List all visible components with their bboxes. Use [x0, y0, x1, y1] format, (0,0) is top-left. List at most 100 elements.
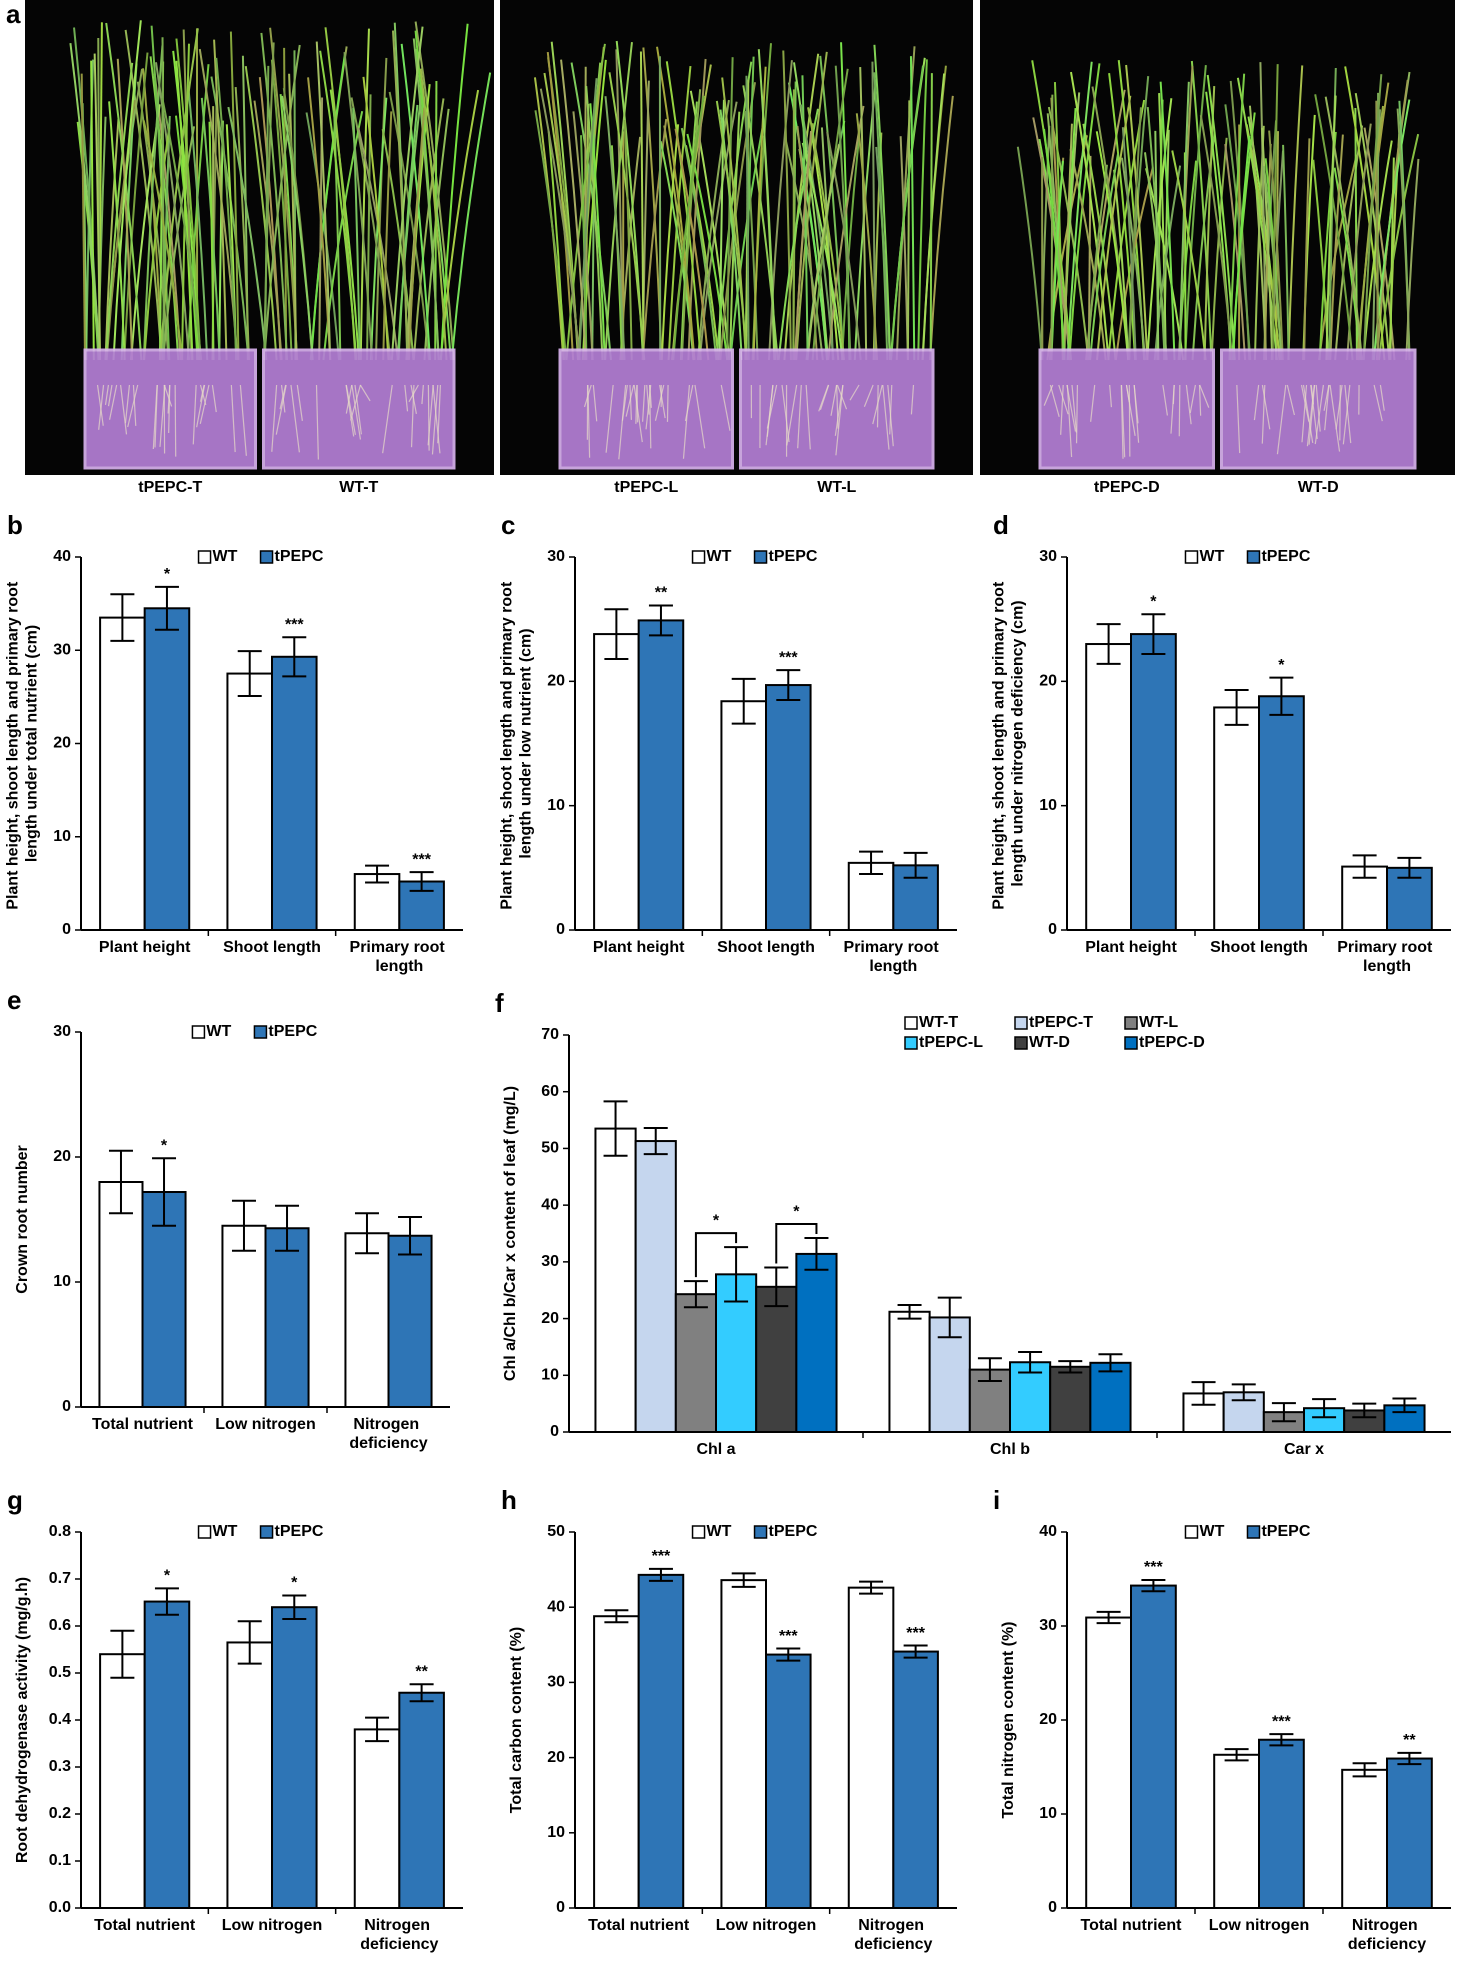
x-tick-label: Total nutrient [94, 1917, 196, 1934]
leaf [1206, 74, 1236, 361]
y-axis-label: Total nitrogen content (%) [1000, 1621, 1017, 1818]
significance-label: *** [412, 851, 431, 868]
significance-label: * [164, 1568, 171, 1585]
bar [1130, 633, 1177, 931]
leaf [359, 28, 370, 361]
root [127, 384, 139, 428]
legend-swatch [753, 550, 768, 564]
legend-swatch [1124, 1016, 1138, 1030]
bar [594, 1127, 637, 1434]
significance-label: *** [779, 649, 798, 666]
bar [226, 672, 273, 931]
x-tick-label: Nitrogen deficiency [1348, 1917, 1426, 1953]
root [290, 384, 300, 453]
legend-label: tPEPC [1261, 548, 1310, 565]
root [781, 384, 790, 443]
leaf [757, 49, 777, 361]
leaf [1263, 143, 1272, 361]
root [1125, 384, 1130, 402]
leaf [423, 108, 450, 361]
bar [847, 1586, 895, 1909]
root [797, 384, 802, 449]
bar [720, 700, 768, 932]
x-tick-label: Plant height [593, 939, 685, 956]
root [239, 384, 247, 456]
error-bar [603, 1100, 628, 1157]
root [1261, 384, 1271, 430]
leaf [260, 32, 289, 361]
leaf [1069, 148, 1107, 361]
error-bar [409, 1683, 434, 1703]
y-tick-label: 30 [1039, 1617, 1057, 1634]
leaf [679, 101, 698, 361]
legend-label: WT [707, 1523, 732, 1540]
error-bar [409, 871, 434, 892]
root [587, 384, 591, 458]
root [1310, 384, 1318, 440]
legend-label: WT-T [919, 1014, 958, 1031]
root [410, 384, 417, 414]
bar [264, 1227, 310, 1408]
root [629, 384, 632, 420]
leaf [659, 140, 695, 361]
leaf [270, 59, 293, 361]
leaf [1228, 73, 1246, 361]
leaf [175, 38, 202, 361]
bar [755, 1285, 798, 1433]
legend-swatch [1014, 1016, 1028, 1030]
y-tick-label: 0.4 [49, 1711, 71, 1728]
root [404, 384, 409, 412]
root [1308, 384, 1316, 445]
leaf [382, 111, 393, 361]
y-tick-label: 0 [556, 921, 565, 938]
leaf [1282, 144, 1290, 361]
leaf [745, 75, 750, 361]
error-bar [604, 1609, 629, 1624]
leaf [795, 51, 828, 361]
y-tick-label: 40 [541, 1196, 559, 1213]
y-tick-label: 30 [547, 548, 565, 565]
error-bar [1141, 1578, 1166, 1593]
leaf [234, 86, 250, 361]
leaf [1095, 131, 1130, 361]
root [887, 384, 894, 447]
y-tick-label: 30 [1039, 548, 1057, 565]
leaf [1178, 81, 1190, 361]
leaf [1362, 140, 1393, 361]
significance-label: * [161, 1137, 168, 1154]
leaf [807, 107, 846, 361]
leaf [1324, 96, 1363, 361]
bar [795, 1252, 838, 1433]
error-bar [237, 1620, 262, 1665]
x-tick-label: Plant height [99, 939, 191, 956]
leaf [407, 107, 426, 361]
root [645, 384, 652, 430]
leaf [585, 85, 604, 361]
leaf [608, 72, 646, 361]
root [849, 384, 860, 401]
bar [271, 655, 318, 932]
leaf [859, 67, 868, 361]
significance-label: *** [1144, 1559, 1163, 1576]
leaf [1154, 130, 1160, 361]
significance-bracket [694, 1232, 738, 1278]
y-axis-label: Chl a/Chl b/Car x content of leaf (mg/L) [502, 1086, 519, 1381]
y-tick-label: 40 [547, 1598, 565, 1615]
leaf [840, 124, 862, 361]
root [786, 384, 798, 446]
root [863, 384, 874, 407]
leaf [1063, 123, 1073, 361]
root [163, 384, 173, 407]
root [119, 384, 128, 435]
error-bar [1224, 689, 1249, 726]
legend-swatch [1124, 1036, 1138, 1050]
error-bar [275, 1204, 300, 1252]
leaf [1082, 123, 1117, 361]
leaf [1070, 71, 1110, 361]
leaf [155, 62, 191, 361]
x-tick-label: Total nutrient [1080, 1917, 1182, 1934]
legend-swatch [1184, 1525, 1199, 1539]
leaf [227, 106, 268, 361]
leaf [352, 107, 361, 361]
legend-swatch [753, 1525, 768, 1539]
